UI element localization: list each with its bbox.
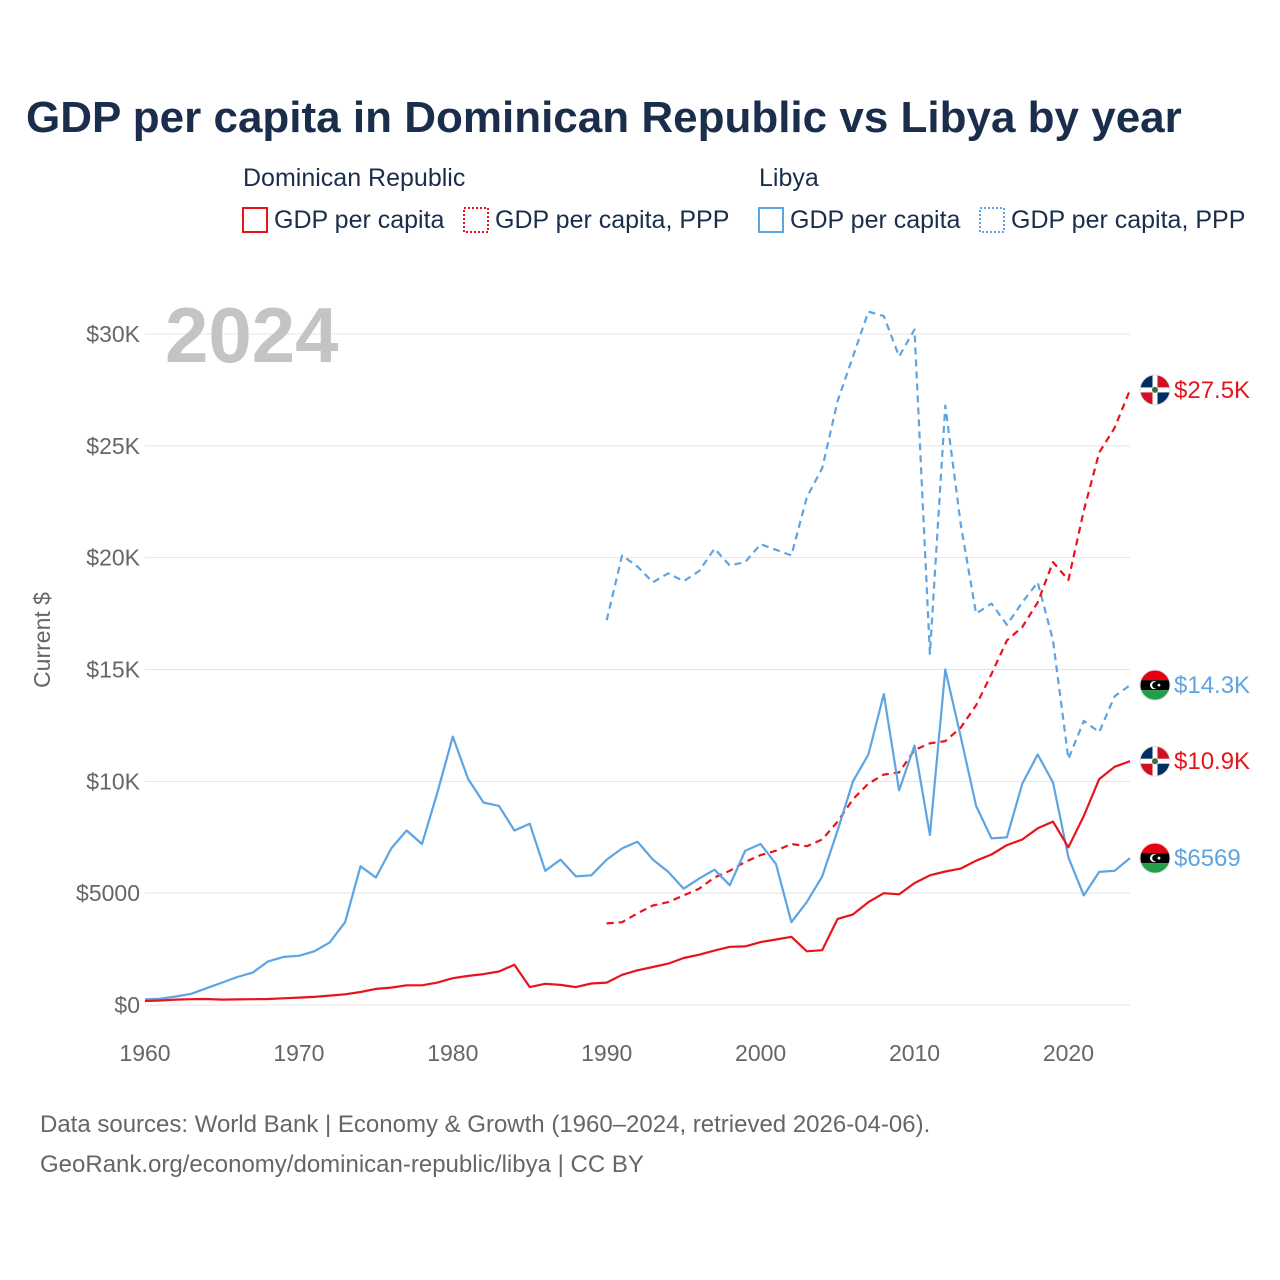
- series-line-dominican-republic-gdp-per-capita-ppp: [606, 389, 1132, 925]
- y-axis-label: Current $: [29, 592, 55, 688]
- chart-title: GDP per capita in Dominican Republic vs …: [26, 93, 1182, 142]
- y-axis-ticks: $0 $5000 $10K $15K $20K $25K $30K: [76, 321, 141, 1018]
- end-labels: $14.3K $27.5K $6569 $10.9K: [1139, 374, 1250, 874]
- x-axis-ticks: 1960 1970 1980 1990 2000 2010 2020: [119, 1040, 1094, 1066]
- x-tick-label: 1980: [427, 1040, 478, 1066]
- y-tick-label: $20K: [86, 545, 140, 571]
- flag-icon-dominican-republic: [1139, 374, 1171, 406]
- flag-icon-dominican-republic: [1139, 745, 1171, 777]
- x-tick-label: 1960: [119, 1040, 170, 1066]
- y-tick-label: $5000: [76, 880, 140, 906]
- legend-group-libya: Libya: [759, 164, 819, 192]
- legend-swatch-dr-gdp[interactable]: [242, 207, 268, 233]
- legend-item-libya-gdp[interactable]: GDP per capita: [790, 206, 961, 234]
- end-value-label: $14.3K: [1174, 672, 1250, 699]
- legend: Dominican Republic GDP per capita GDP pe…: [242, 164, 1245, 234]
- series-line-dominican-republic-gdp-per-capita: [144, 760, 1131, 1003]
- x-tick-label: 2010: [889, 1040, 940, 1066]
- legend-item-dr-ppp[interactable]: GDP per capita, PPP: [495, 206, 729, 234]
- y-tick-label: $15K: [86, 657, 140, 683]
- series-line-libya-gdp-per-capita-ppp: [605, 310, 1131, 761]
- end-value-label: $6569: [1174, 845, 1241, 872]
- legend-swatch-libya-gdp[interactable]: [758, 207, 784, 233]
- x-tick-label: 2020: [1043, 1040, 1094, 1066]
- y-tick-label: $10K: [86, 768, 140, 794]
- legend-item-dr-gdp[interactable]: GDP per capita: [274, 206, 445, 234]
- end-value-label: $10.9K: [1174, 748, 1250, 775]
- x-tick-label: 2000: [735, 1040, 786, 1066]
- x-tick-label: 1970: [273, 1040, 324, 1066]
- year-watermark: 2024: [165, 291, 339, 379]
- x-tick-label: 1990: [581, 1040, 632, 1066]
- source-line-1: Data sources: World Bank | Economy & Gro…: [40, 1111, 930, 1138]
- source-line-2: GeoRank.org/economy/dominican-republic/l…: [40, 1151, 644, 1178]
- y-tick-label: $0: [114, 992, 140, 1018]
- legend-swatch-dr-ppp[interactable]: [463, 207, 489, 233]
- legend-swatch-libya-ppp[interactable]: [979, 207, 1005, 233]
- y-tick-label: $30K: [86, 321, 140, 347]
- legend-item-libya-ppp[interactable]: GDP per capita, PPP: [1011, 206, 1245, 234]
- series-lines: [144, 310, 1132, 1003]
- series-line-libya-gdp-per-capita: [144, 668, 1131, 1001]
- gridlines: [145, 333, 1130, 1006]
- legend-group-dominican-republic: Dominican Republic: [243, 164, 465, 192]
- end-value-label: $27.5K: [1174, 377, 1250, 404]
- flag-icon-libya: [1139, 669, 1171, 701]
- flag-icon-libya: [1139, 842, 1171, 874]
- y-tick-label: $25K: [86, 433, 140, 459]
